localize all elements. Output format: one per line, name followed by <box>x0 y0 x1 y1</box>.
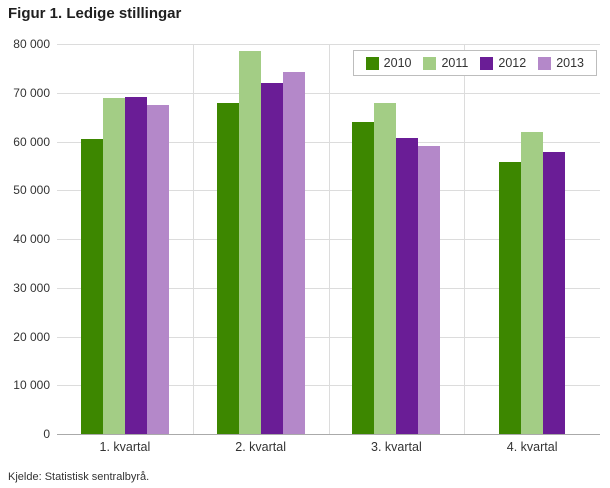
legend-swatch <box>423 56 437 70</box>
legend-label: 2013 <box>556 56 584 70</box>
y-tick-label: 40 000 <box>13 232 50 246</box>
bar-2011 <box>102 97 125 434</box>
bar-group <box>193 44 329 434</box>
legend-item-2012: 2012 <box>480 56 526 70</box>
plot-area <box>57 44 600 435</box>
bar-2013 <box>146 104 169 434</box>
x-tick-label: 1. kvartal <box>99 440 151 454</box>
y-tick-label: 70 000 <box>13 85 50 100</box>
group-separator <box>192 44 194 434</box>
bar-2010 <box>499 161 522 434</box>
y-tick-label: 80 000 <box>13 37 50 51</box>
legend-swatch <box>365 56 379 70</box>
bar-2011 <box>374 102 397 434</box>
y-tick-label: 50 000 <box>13 183 50 198</box>
bar-2010 <box>216 102 239 434</box>
x-tick-label: 4. kvartal <box>506 440 558 454</box>
bar-group <box>57 44 193 434</box>
bar-2013 <box>282 72 305 434</box>
bar-2012 <box>124 96 147 434</box>
legend-label: 2011 <box>441 56 469 70</box>
bar-2012 <box>396 137 419 434</box>
y-tick-label: 0 <box>43 427 50 441</box>
x-tick-label: 3. kvartal <box>371 440 422 454</box>
y-tick-label: 10 000 <box>13 378 50 393</box>
bar-group <box>329 44 465 434</box>
bar-2012 <box>543 152 566 434</box>
legend-item-2013: 2013 <box>538 56 584 70</box>
y-tick-label: 20 000 <box>13 329 50 344</box>
x-axis: 1. kvartal 2. kvartal 3. kvartal 4. kvartal <box>57 440 600 458</box>
group-separator <box>328 44 330 434</box>
x-tick-label: 2. kvartal <box>235 440 286 454</box>
y-tick-label: 30 000 <box>13 280 50 295</box>
legend-swatch <box>480 56 494 70</box>
legend-label: 2010 <box>383 56 412 70</box>
source-note: Kjelde: Statistisk sentralbyrå. <box>8 471 150 483</box>
bar-2013 <box>418 146 441 434</box>
y-axis: 0 10 000 20 000 30 000 40 000 50 000 60 000 70 … <box>0 38 50 440</box>
legend-swatch <box>538 56 552 70</box>
legend-item-2010: 2010 <box>365 56 412 70</box>
legend-item-2011: 2011 <box>423 56 468 70</box>
bar-2011 <box>521 131 544 434</box>
bar-2010 <box>80 139 103 434</box>
legend: 2010 2011 2012 2013 <box>352 50 597 76</box>
legend-label: 2012 <box>498 56 527 70</box>
bar-group <box>464 44 600 434</box>
chart-title: Figur 1. Ledige stillingar <box>8 5 182 22</box>
bar-2011 <box>238 51 261 434</box>
bar-2010 <box>352 122 375 434</box>
y-tick-label: 60 000 <box>13 134 50 149</box>
bar-2012 <box>260 83 283 434</box>
group-separator <box>464 44 466 434</box>
